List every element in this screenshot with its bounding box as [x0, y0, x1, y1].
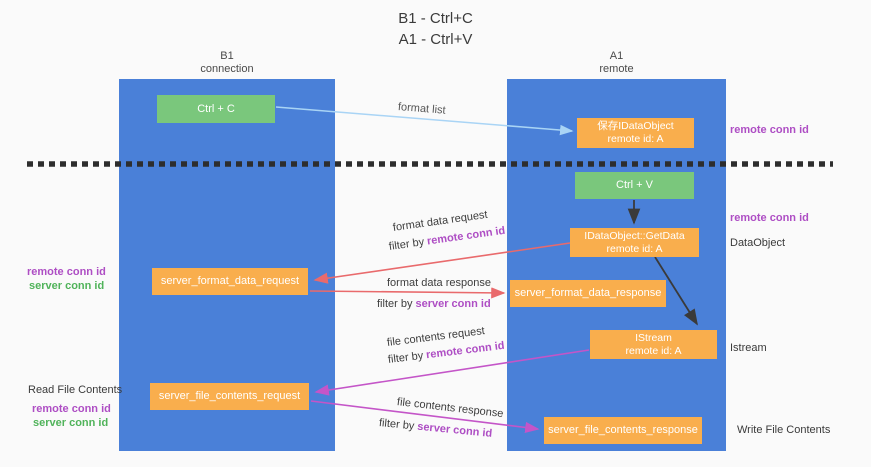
format-data-request-arrow: [313, 242, 571, 284]
left-server-conn-id-label-1: server conn id: [29, 280, 105, 292]
left-column-name: B1: [220, 50, 234, 62]
diagram-title: B1 - Ctrl+C A1 - Ctrl+V: [0, 8, 871, 50]
server-format-data-response-box: server_format_data_response: [510, 280, 666, 307]
ctrl-v-box: Ctrl + V: [575, 172, 694, 199]
format-data-response-label: format data response: [387, 277, 491, 289]
title-line-2: A1 - Ctrl+V: [398, 31, 473, 48]
server-conn-id-text: server conn id: [415, 298, 491, 310]
right-remote-conn-id-label-1: remote conn id: [730, 124, 809, 136]
server-file-contents-request-label: server_file_contents_request: [158, 390, 301, 402]
ctrl-c-box: Ctrl + C: [157, 95, 275, 123]
left-remote-conn-id-label-1: remote conn id: [27, 266, 106, 278]
right-remote-conn-id-label-2: remote conn id: [730, 212, 809, 224]
format-list-arrow: [275, 106, 574, 136]
left-server-conn-id-label-2: server conn id: [33, 417, 109, 429]
write-file-contents-label: Write File Contents: [737, 424, 831, 436]
right-column-name: A1: [609, 50, 624, 62]
server-format-data-response-label: server_format_data_response: [514, 287, 662, 299]
right-column-subtitle: remote: [599, 63, 634, 75]
format-data-response-arrow: [309, 287, 506, 299]
istream-line1: IStream: [635, 331, 672, 344]
istream-side-label: Istream: [730, 342, 767, 354]
title-line-1: B1 - Ctrl+C: [398, 10, 473, 27]
left-remote-conn-id-label-2: remote conn id: [32, 403, 111, 415]
ctrl-v-label: Ctrl + V: [616, 179, 653, 191]
getdata-to-istream-arrow: [654, 256, 698, 326]
getdata-line1: IDataObject::GetData: [584, 229, 685, 242]
server-format-data-request-box: server_format_data_request: [152, 268, 308, 295]
filter-by-server-conn-id-label-1: filter by server conn id: [377, 298, 491, 310]
getdata-line2: remote id: A: [606, 242, 663, 255]
save-idataobject-line2: remote id: A: [607, 133, 664, 145]
server-format-data-request-label: server_format_data_request: [160, 275, 300, 287]
dataobject-label: DataObject: [730, 237, 786, 249]
server-file-contents-response-label: server_file_contents_response: [548, 424, 698, 436]
getdata-box: IDataObject::GetData remote id: A: [570, 228, 699, 257]
file-contents-request-arrow: [314, 349, 590, 396]
save-idataobject-box: 保存IDataObject remote id: A: [577, 118, 694, 148]
save-idataobject-line1: 保存IDataObject: [597, 120, 674, 132]
left-column-header: B1 connection: [119, 50, 335, 76]
ctrl-c-label: Ctrl + C: [197, 102, 235, 115]
istream-box: IStream remote id: A: [590, 330, 717, 359]
istream-line2: remote id: A: [625, 344, 682, 357]
right-column-header: A1 remote: [507, 50, 726, 76]
server-file-contents-response-box: server_file_contents_response: [544, 417, 702, 444]
server-file-contents-request-box: server_file_contents_request: [150, 383, 309, 410]
left-column-subtitle: connection: [200, 63, 254, 75]
file-contents-response-arrow: [310, 400, 540, 433]
read-file-contents-label: Read File Contents: [28, 384, 123, 396]
filter-by-text: filter by: [377, 298, 413, 310]
